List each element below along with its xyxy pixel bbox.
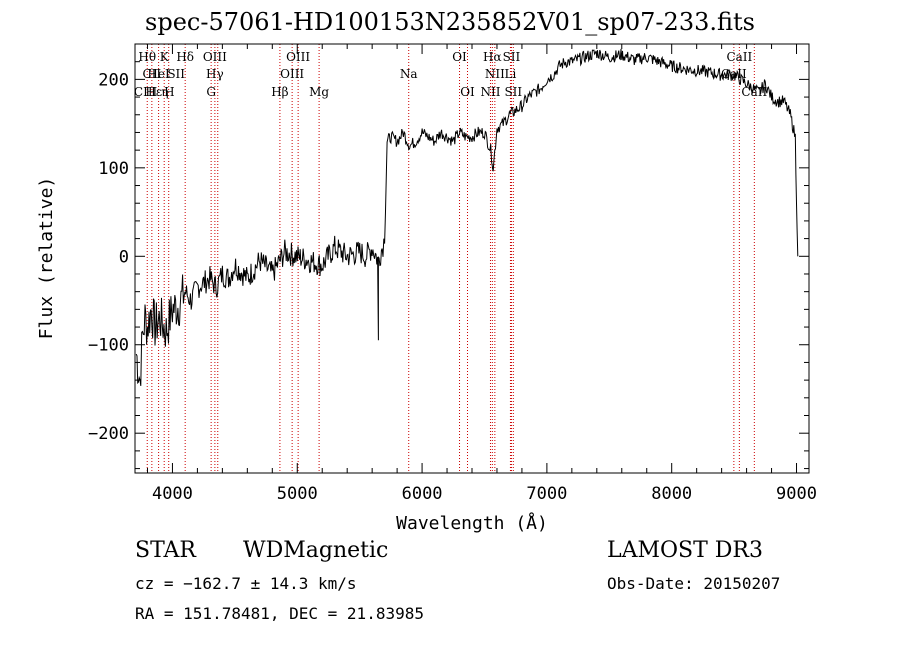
spectral-line-label: OIII xyxy=(286,50,310,64)
axis-ticks: 4000 5000 6000 7000 8000 9000 −200 −100 0 100 200 xyxy=(88,43,817,504)
flux-series-line xyxy=(135,48,799,386)
spectral-line-label: Hδ xyxy=(176,50,194,64)
spectral-line-label: CaII xyxy=(726,50,752,64)
spectral-line-label: NII xyxy=(480,85,500,99)
x-tick-label: 8000 xyxy=(651,484,692,504)
x-tick-label: 7000 xyxy=(526,484,567,504)
spectral-line-label: Hα xyxy=(483,50,502,64)
object-class: STAR xyxy=(135,538,196,563)
spectral-line-label: SII xyxy=(504,85,522,99)
survey-name: LAMOST DR3 xyxy=(607,538,763,563)
y-tick-label: −100 xyxy=(88,336,129,356)
spectral-line-label: η xyxy=(161,85,168,99)
spectral-line-label: CaII xyxy=(741,85,767,99)
y-tick-label: 0 xyxy=(119,247,129,267)
chart-title: spec-57061-HD100153N235852V01_sp07-233.f… xyxy=(145,8,755,36)
spectral-line-label: H xyxy=(164,85,174,99)
spectral-line-label: HeI xyxy=(147,67,170,81)
x-axis-label: Wavelength (Å) xyxy=(396,512,548,534)
spectral-line-label: G xyxy=(206,85,216,99)
x-tick-label: 6000 xyxy=(402,484,443,504)
y-tick-label: 200 xyxy=(98,70,129,90)
spectral-line-label: Na xyxy=(400,67,418,81)
spectral-line-label: CII xyxy=(143,67,162,81)
object-subclass: WDMagnetic xyxy=(243,538,389,563)
spectral-line-label: NII xyxy=(485,67,505,81)
spectral-line-label: SII xyxy=(503,50,521,64)
y-tick-label: 100 xyxy=(98,159,129,179)
spectral-line-label: Hθ xyxy=(138,50,156,64)
y-tick-label: −200 xyxy=(88,424,129,444)
observation-date: Obs-Date: 20150207 xyxy=(607,574,781,593)
spectral-line-label: SII xyxy=(167,67,185,81)
spectral-line-label: Hε xyxy=(145,85,162,99)
coordinates: RA = 151.78481, DEC = 21.83985 xyxy=(135,604,424,623)
spectral-line-label: OIII xyxy=(203,50,227,64)
spectral-line-label: CaII xyxy=(721,67,747,81)
spectral-line-label: Hγ xyxy=(206,67,224,81)
y-axis-label: Flux (relative) xyxy=(36,177,57,340)
redshift-velocity: cz = −162.7 ± 14.3 km/s xyxy=(135,574,357,593)
spectral-line-label: K xyxy=(160,50,170,64)
spectral-line-label: OI xyxy=(452,50,467,64)
spectral-line-label: Hβ xyxy=(271,85,288,99)
spectral-line-label: CIII xyxy=(134,85,158,99)
spectral-line-markers xyxy=(146,44,755,473)
spectral-line-label: Mg xyxy=(309,85,329,99)
x-tick-label: 4000 xyxy=(152,484,193,504)
x-tick-label: 5000 xyxy=(277,484,318,504)
spectral-line-label: OI xyxy=(460,85,475,99)
x-tick-label: 9000 xyxy=(776,484,817,504)
plot-frame xyxy=(134,43,810,474)
spectral-line-label: Li xyxy=(505,67,517,81)
spectral-line-label: OIII xyxy=(280,67,304,81)
